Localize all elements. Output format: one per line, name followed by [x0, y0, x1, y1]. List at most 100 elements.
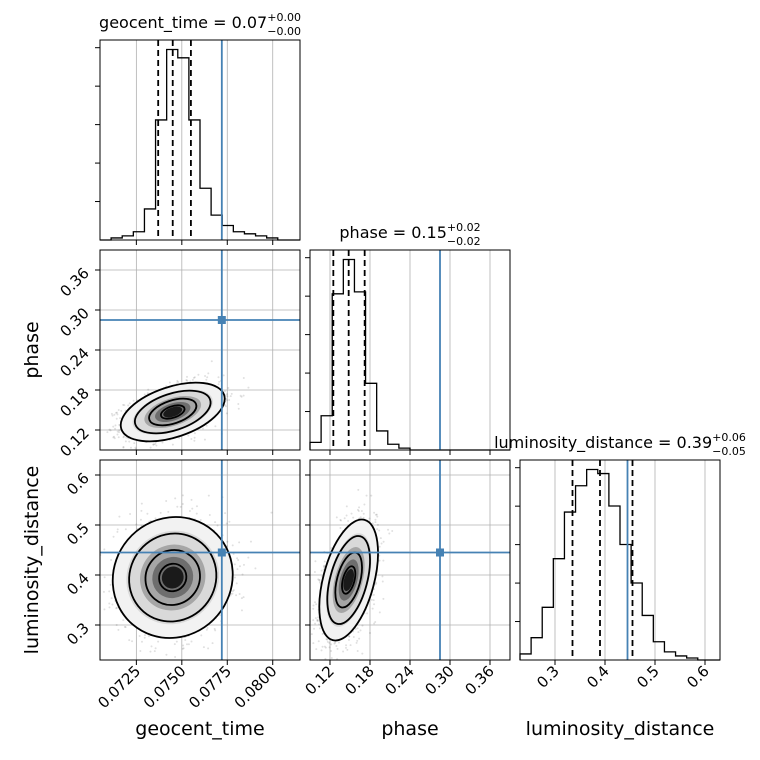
pair-geocent_time-phase-sample: [127, 404, 130, 407]
pair-phase-luminosity_distance-sample: [316, 620, 319, 623]
hist-luminosity_distance-xtick-label: 0.3: [533, 662, 563, 692]
pair-geocent_time-luminosity_distance-sample: [103, 608, 106, 611]
pair-geocent_time-phase-sample: [133, 442, 136, 445]
pair-geocent_time-phase-ytick-label: 0.12: [56, 424, 92, 460]
pair-geocent_time-phase-sample: [247, 386, 250, 389]
pair-phase-luminosity_distance-sample: [314, 560, 317, 563]
pair-geocent_time-phase-sample: [193, 439, 196, 442]
pair-phase-luminosity_distance-sample: [378, 559, 381, 562]
pair-phase-luminosity_distance-sample: [381, 580, 384, 583]
pair-phase-luminosity_distance-sample: [323, 645, 326, 648]
pair-geocent_time-phase-sample: [177, 380, 180, 383]
pair-geocent_time-phase-content: [96, 250, 300, 457]
pair-phase-luminosity_distance-sample: [345, 514, 348, 517]
pair-phase-luminosity_distance-sample: [334, 641, 337, 644]
pair-phase-luminosity_distance-sample: [318, 578, 321, 581]
pair-phase-luminosity_distance-sample: [315, 603, 318, 606]
pair-phase-luminosity_distance-sample: [318, 627, 321, 630]
pair-phase-luminosity_distance-sample: [312, 604, 315, 607]
pair-geocent_time-phase-sample: [122, 446, 125, 449]
pair-geocent_time-phase-sample: [155, 444, 158, 447]
pair-geocent_time-phase-sample: [178, 436, 181, 439]
pair-phase-luminosity_distance-sample: [371, 607, 374, 610]
pair-geocent_time-phase-sample: [111, 414, 114, 417]
pair-phase-luminosity_distance-sample: [317, 616, 320, 619]
pair-geocent_time-phase-sample: [149, 446, 152, 449]
pair-phase-luminosity_distance-sample: [362, 516, 365, 519]
pair-geocent_time-phase-sample: [230, 392, 233, 395]
pair-geocent_time-phase-sample: [193, 376, 196, 379]
pair-phase-luminosity_distance-sample: [376, 523, 379, 526]
pair-geocent_time-phase-sample: [122, 436, 125, 439]
pair-phase-luminosity_distance-sample: [315, 666, 317, 668]
pair-geocent_time-luminosity_distance-sample: [213, 627, 216, 630]
pair-geocent_time-luminosity_distance-sample: [214, 521, 217, 524]
pair-phase-luminosity_distance-sample: [355, 641, 358, 644]
pair-phase-luminosity_distance-sample: [372, 599, 375, 602]
hist-phase-grid: [329, 250, 491, 450]
pair-phase-luminosity_distance-sample: [358, 637, 361, 640]
pair-geocent_time-luminosity_distance-contour: [128, 532, 218, 623]
pair-phase-luminosity_distance-sample: [373, 622, 376, 625]
pair-geocent_time-phase-sample: [226, 393, 229, 396]
pair-geocent_time-luminosity_distance-sample: [165, 653, 168, 656]
pair-phase-luminosity_distance-sample: [374, 581, 377, 584]
hist-phase-title-minus: −0.02: [447, 235, 481, 248]
pair-phase-luminosity_distance-sample: [314, 601, 317, 604]
pair-geocent_time-luminosity_distance-density-level: [161, 566, 184, 589]
hist-luminosity_distance-title-minus: −0.05: [712, 445, 746, 458]
pair-geocent_time-luminosity_distance-sample: [185, 643, 188, 646]
pair-geocent_time-luminosity_distance-sample: [241, 573, 244, 576]
pair-geocent_time-luminosity_distance-sample: [181, 502, 184, 505]
pair-geocent_time-phase-sample: [123, 404, 126, 407]
hist-luminosity_distance-grid: [554, 460, 706, 660]
pair-geocent_time-luminosity_distance-sample: [103, 576, 106, 579]
pair-phase-luminosity_distance-sample: [312, 607, 315, 610]
pair-geocent_time-luminosity_distance-sample: [225, 522, 228, 525]
pair-phase-luminosity_distance-sample: [356, 650, 359, 653]
pair-phase-luminosity_distance-sample: [361, 652, 364, 655]
pair-geocent_time-luminosity_distance-sample: [228, 520, 231, 523]
pair-geocent_time-luminosity_distance-sample: [231, 590, 234, 593]
hist-geocent_time-panel: geocent_time = 0.07+0.00−0.00: [95, 11, 301, 245]
pair-geocent_time-luminosity_distance-sample: [149, 650, 152, 653]
pair-geocent_time-luminosity_distance-sample: [181, 647, 184, 650]
pair-geocent_time-luminosity_distance-sample: [157, 640, 160, 643]
pair-phase-luminosity_distance-sample: [374, 518, 377, 521]
pair-phase-luminosity_distance-sample: [330, 657, 333, 660]
pair-geocent_time-phase-sample: [168, 381, 171, 384]
pair-geocent_time-luminosity_distance-sample: [108, 590, 111, 593]
pair-geocent_time-luminosity_distance-sample: [140, 640, 143, 643]
hist-luminosity_distance-frame: [519, 459, 721, 661]
pair-phase-luminosity_distance-sample: [343, 661, 345, 663]
pair-geocent_time-phase-ytick-label: 0.36: [56, 264, 92, 300]
pair-geocent_time-phase-sample: [240, 395, 243, 398]
pair-phase-luminosity_distance-sample: [347, 639, 350, 642]
pair-geocent_time-luminosity_distance-sample: [195, 505, 198, 508]
pair-phase-luminosity_distance-sample: [330, 650, 333, 653]
hist-geocent_time-title-plus: +0.00: [267, 11, 301, 24]
hist-luminosity_distance-title: luminosity_distance = 0.39+0.06: [494, 431, 746, 453]
pair-geocent_time-phase-sample: [122, 403, 125, 406]
pair-geocent_time-luminosity_distance-sample: [154, 517, 157, 520]
pair-geocent_time-luminosity_distance-sample: [109, 583, 112, 586]
pair-phase-luminosity_distance-sample: [346, 648, 349, 651]
pair-geocent_time-luminosity_distance-frame: [99, 459, 301, 661]
pair-phase-luminosity_distance-sample: [318, 581, 321, 584]
pair-geocent_time-luminosity_distance-sample: [91, 546, 93, 548]
pair-phase-luminosity_distance-sample: [361, 624, 364, 627]
pair-phase-luminosity_distance-sample: [348, 635, 351, 638]
pair-geocent_time-phase-sample: [224, 405, 227, 408]
pair-geocent_time-luminosity_distance-sample: [111, 603, 114, 606]
pair-phase-luminosity_distance-sample: [324, 657, 327, 660]
pair-phase-luminosity_distance-sample: [315, 648, 318, 651]
pair-geocent_time-phase-sample: [96, 455, 98, 457]
pair-geocent_time-luminosity_distance-sample: [179, 505, 182, 508]
pair-geocent_time-phase-sample: [186, 379, 189, 382]
hist-phase-frame: [309, 249, 511, 451]
pair-phase-luminosity_distance-sample: [373, 511, 376, 514]
pair-phase-luminosity_distance-sample: [365, 494, 368, 497]
pair-phase-luminosity_distance-sample: [348, 635, 351, 638]
